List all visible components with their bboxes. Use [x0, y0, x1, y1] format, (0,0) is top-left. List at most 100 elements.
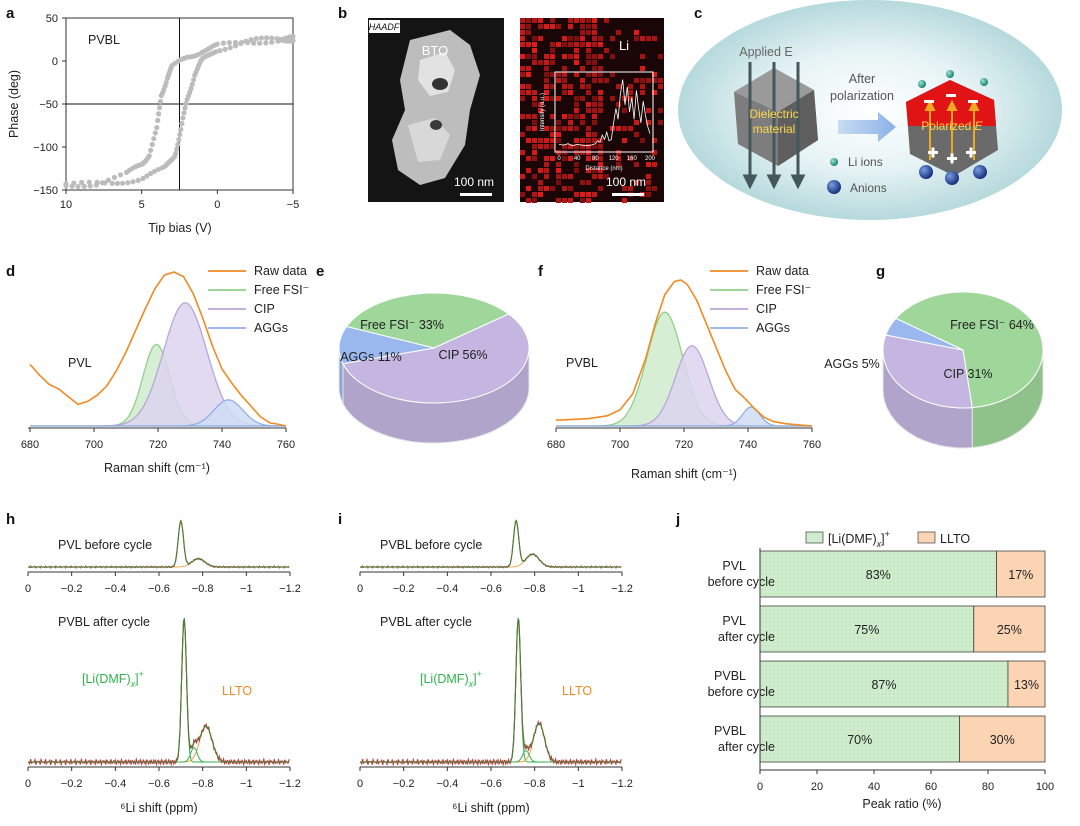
backward-sweep-point — [159, 165, 165, 171]
li-signal-pixel — [592, 36, 597, 41]
forward-sweep-point — [156, 111, 162, 117]
li-signal-pixel — [580, 180, 585, 185]
li-signal-pixel — [538, 108, 543, 113]
li-signal-pixel — [550, 60, 555, 65]
inset-x-label: Distance (nm) — [585, 166, 622, 172]
li-signal-pixel — [520, 66, 525, 71]
x-tick-label-j: 100 — [1036, 781, 1054, 793]
li-signal-pixel — [598, 156, 603, 161]
forward-sweep-point — [81, 183, 87, 189]
li-signal-pixel — [646, 162, 651, 167]
axis-ticks-f: 680 700 720 740 760 — [547, 428, 821, 451]
forward-sweep-point — [154, 125, 160, 131]
positive-charges — [928, 147, 976, 164]
y-tick-label-a: −100 — [33, 142, 58, 154]
li-signal-pixel — [550, 24, 555, 29]
li-signal-pixel — [574, 18, 579, 23]
axis-ticks-h: 0 −0.2 −0.4 −0.6 −0.8 −1 −1.2 0 −0.2 −0.4 −0.6 −0.8… — [25, 571, 301, 790]
li-signal-pixel — [574, 36, 579, 41]
li-signal-pixel — [562, 42, 567, 47]
li-signal-pixel — [598, 186, 603, 191]
x-tick-label-bottom: −1 — [572, 778, 585, 790]
li-signal-pixel — [532, 90, 537, 95]
li-signal-pixel — [586, 144, 591, 149]
inset-y-label: Intensity (a.u.) — [540, 93, 546, 131]
backward-sweep-point — [155, 166, 162, 172]
pie-label-aggs-g: AGGs 5% — [824, 357, 880, 371]
li-signal-pixel — [586, 60, 591, 65]
li-signal-pixel — [520, 36, 525, 41]
li-signal-pixel — [544, 144, 549, 149]
li-signal-pixel — [526, 186, 531, 191]
llto-component-bottom — [360, 722, 622, 763]
li-signal-pixel — [592, 192, 597, 197]
li-signal-pixel — [538, 60, 543, 65]
li-signal-pixel — [586, 18, 591, 23]
x-tick-label-a: 0 — [214, 199, 220, 211]
bar-label-llto: 17% — [1008, 568, 1033, 582]
li-signal-pixel — [646, 180, 651, 185]
li-signal-pixel — [610, 54, 615, 59]
category-label-line1: PVBL — [714, 724, 746, 738]
fit-spectrum-top — [360, 519, 622, 568]
li-signal-pixel — [556, 174, 561, 179]
panel-b: b HAADF BTO 100 nm Li 0 40 80 120 160 200 Dis… — [338, 5, 664, 203]
li-signal-pixel — [550, 54, 555, 59]
li-signal-pixel — [592, 18, 597, 23]
li-signal-pixel — [538, 36, 543, 41]
backward-sweep-point — [135, 177, 141, 183]
legend-label: Raw data — [254, 264, 307, 278]
li-signal-pixel — [592, 102, 597, 107]
li-signal-pixel — [622, 108, 627, 113]
pie-slice-cip — [882, 334, 973, 409]
backward-sweep-point — [232, 43, 239, 49]
sample-label-f: PVBL — [566, 356, 598, 370]
li-signal-pixel — [562, 156, 567, 161]
bar-llto — [1007, 660, 1046, 708]
li-signal-pixel — [580, 18, 585, 23]
li-signal-pixel — [568, 36, 573, 41]
backward-sweep-point — [258, 35, 264, 41]
li-signal-pixel — [658, 120, 663, 125]
li-signal-pixel — [640, 54, 645, 59]
backward-sweep-point — [184, 96, 190, 102]
li-signal-pixel — [586, 72, 591, 77]
x-tick-label-top: 0 — [25, 583, 31, 595]
backward-sweep-point — [243, 38, 249, 44]
x-axis-label-h: ⁶Li shift (ppm) — [120, 801, 197, 815]
li-signal-pixel — [556, 198, 561, 203]
nmr-spectra-i — [359, 519, 622, 767]
li-label: Li — [619, 38, 629, 53]
li-signal-pixel — [640, 84, 645, 89]
li-signal-pixel — [562, 90, 567, 95]
pie-label-cip-g: CIP 31% — [943, 367, 992, 381]
li-signal-pixel — [592, 120, 597, 125]
backward-sweep-point — [227, 45, 233, 51]
li-signal-pixel — [532, 42, 537, 47]
li-signal-pixel — [580, 198, 585, 203]
li-signal-pixel — [586, 198, 591, 203]
li-signal-pixel — [634, 162, 639, 167]
backward-sweep-point — [148, 170, 154, 177]
li-signal-pixel — [598, 36, 603, 41]
li-signal-pixel — [556, 72, 561, 77]
li-signal-pixel — [646, 78, 651, 83]
bottom-label-h: PVBL after cycle — [58, 615, 150, 629]
legend-j: [Li(DMF)x]+ LLTO — [805, 529, 970, 549]
backward-sweep-point — [222, 46, 228, 53]
li-signal-pixel — [556, 126, 561, 131]
li-signal-pixel — [538, 168, 543, 173]
li-signal-pixel — [562, 114, 567, 119]
top-label-i: PVBL before cycle — [380, 538, 482, 552]
aggs-peak — [30, 399, 286, 427]
panel-label-h: h — [6, 511, 15, 528]
li-signal-pixel — [568, 186, 573, 191]
li-signal-pixel — [652, 72, 657, 77]
backward-sweep-point — [152, 168, 158, 174]
legend-d: Raw data Free FSI⁻ CIP AGGs — [208, 264, 309, 335]
li-signal-pixel — [574, 48, 579, 53]
backward-sweep-point — [174, 146, 180, 152]
li-signal-pixel — [556, 132, 561, 137]
li-signal-pixel — [646, 108, 651, 113]
li-signal-pixel — [568, 114, 573, 119]
